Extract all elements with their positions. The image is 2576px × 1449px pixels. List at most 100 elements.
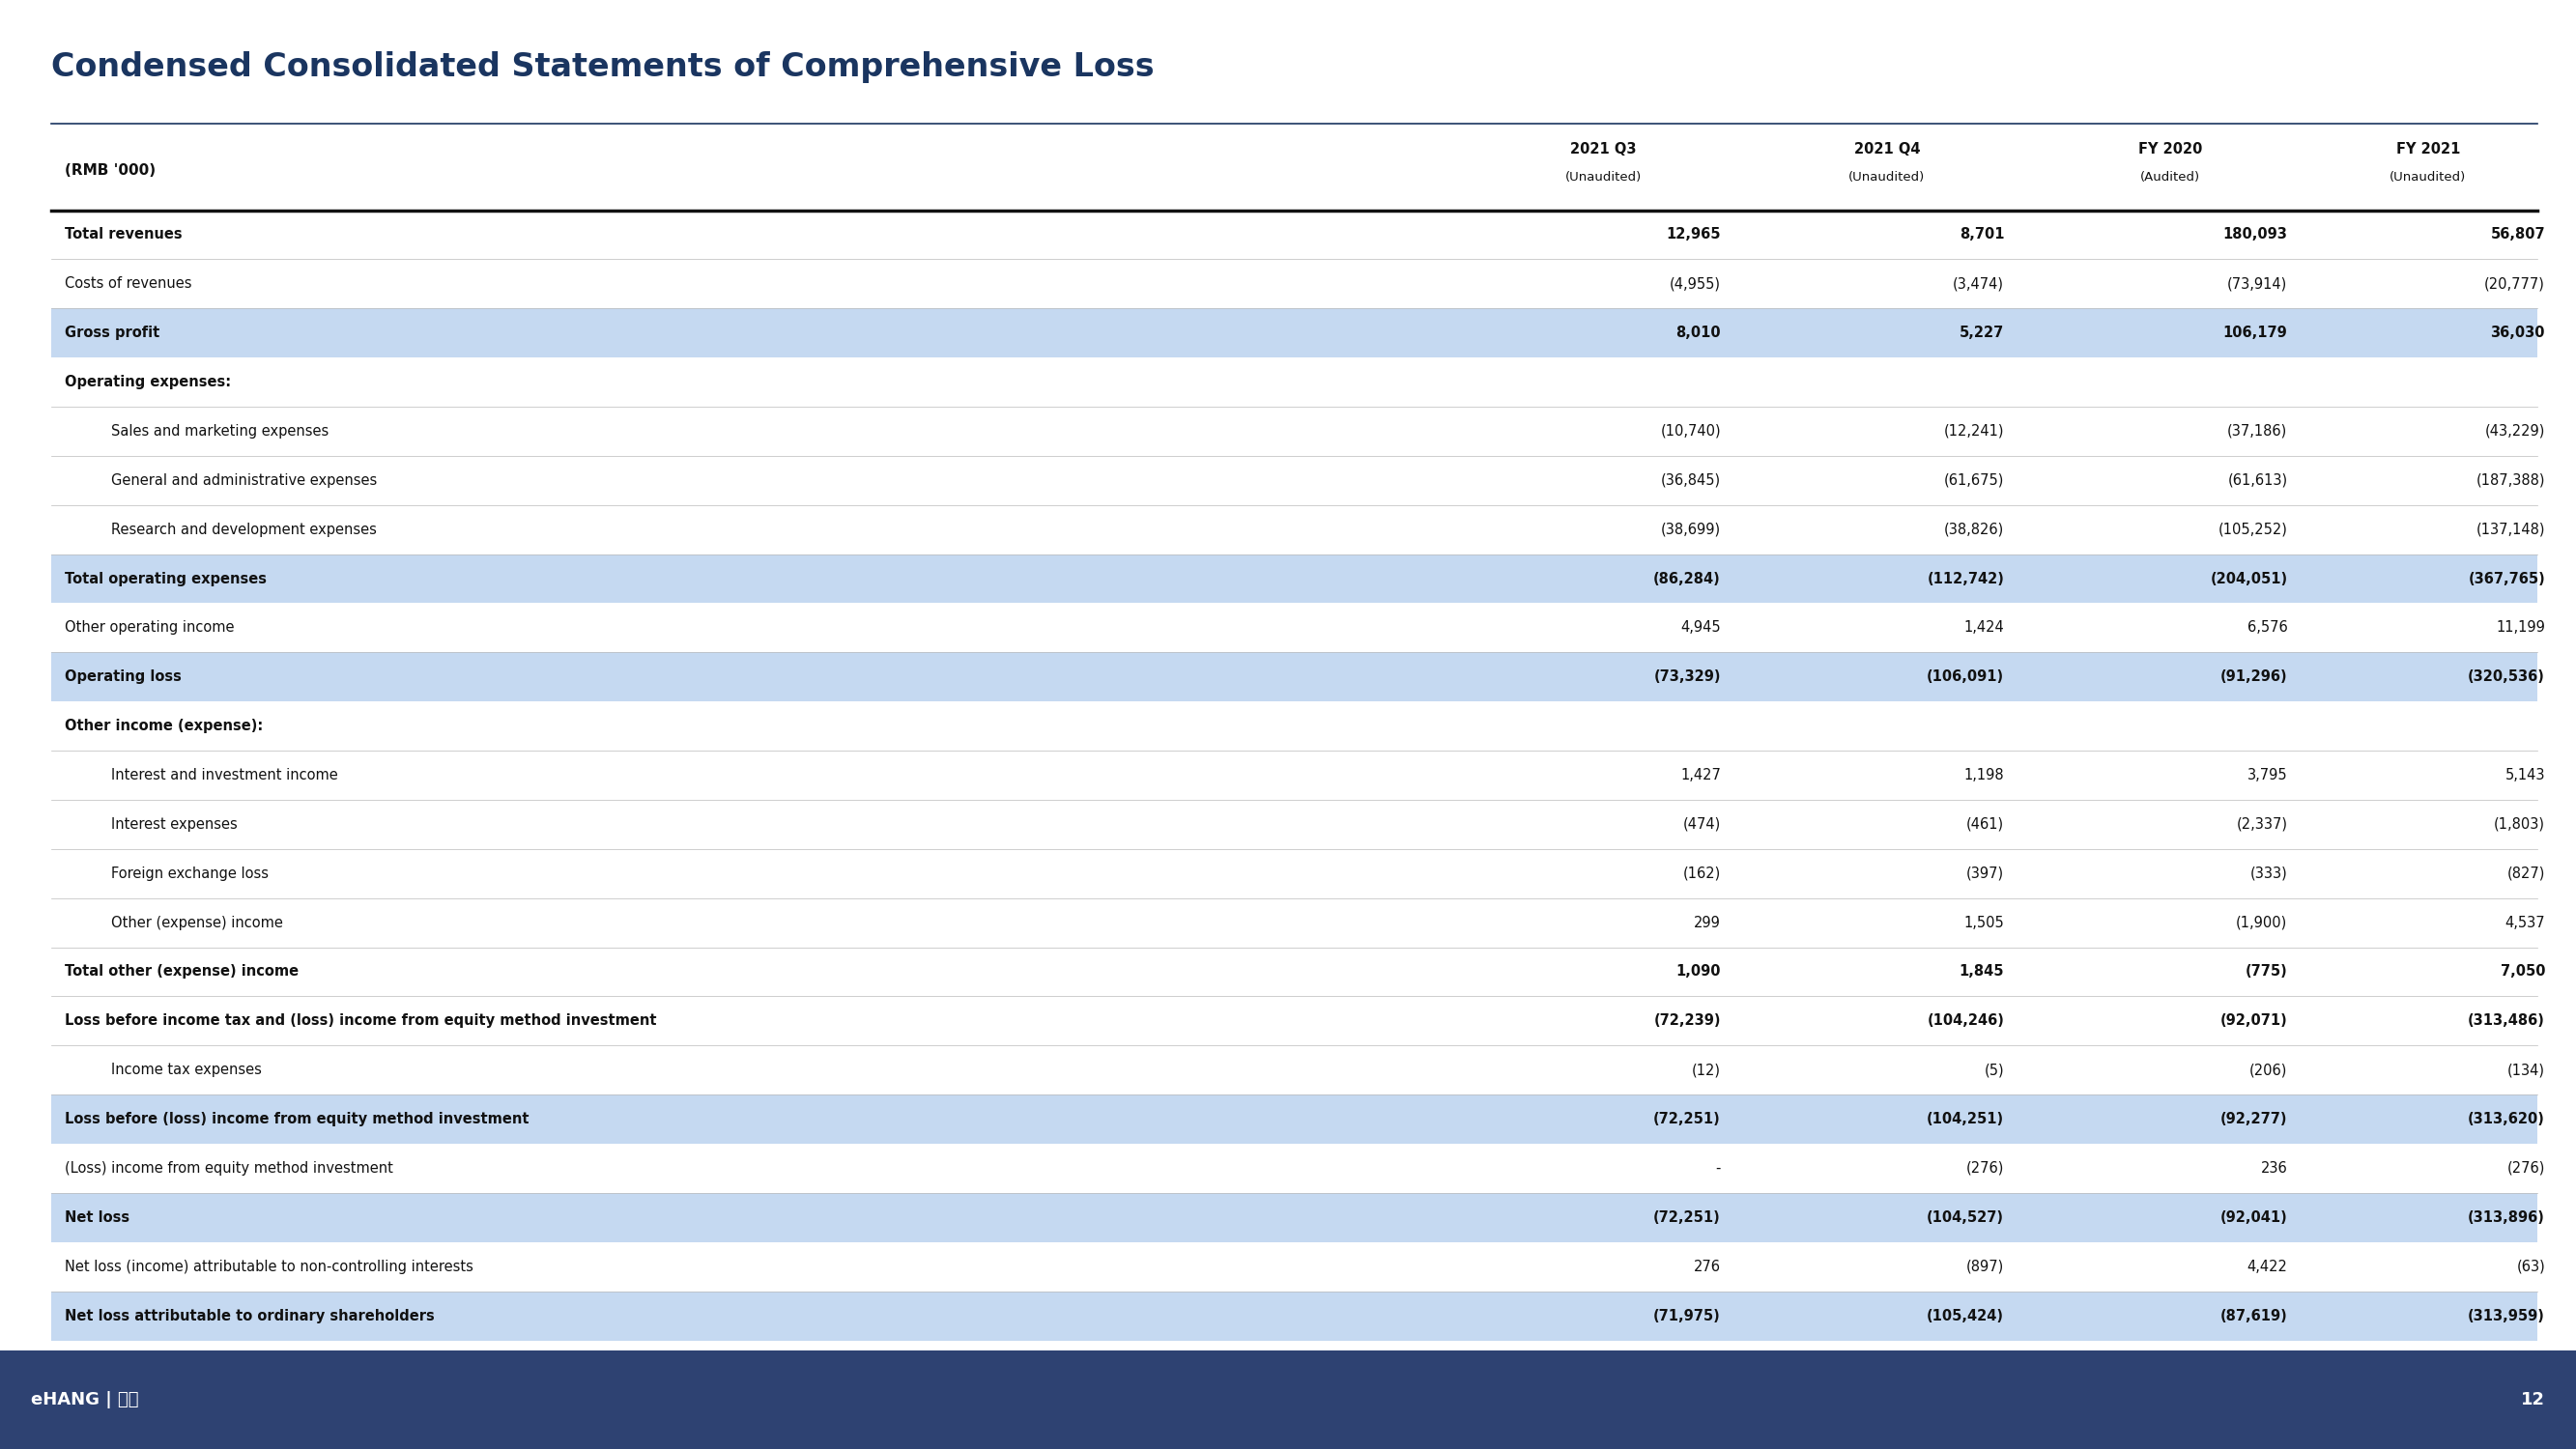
Text: (Loss) income from equity method investment: (Loss) income from equity method investm… [64, 1161, 392, 1175]
Text: 11,199: 11,199 [2496, 620, 2545, 635]
Text: 1,090: 1,090 [1677, 965, 1721, 980]
Text: Other operating income: Other operating income [64, 620, 234, 635]
Text: Income tax expenses: Income tax expenses [111, 1062, 260, 1077]
Text: 4,422: 4,422 [2246, 1259, 2287, 1274]
Text: 1,198: 1,198 [1963, 768, 2004, 782]
Text: (313,620): (313,620) [2468, 1111, 2545, 1126]
Text: 1,424: 1,424 [1963, 620, 2004, 635]
Text: (106,091): (106,091) [1927, 669, 2004, 684]
Text: Total revenues: Total revenues [64, 227, 183, 242]
Text: (313,896): (313,896) [2468, 1210, 2545, 1224]
Text: (320,536): (320,536) [2468, 669, 2545, 684]
Text: (5): (5) [1984, 1062, 2004, 1077]
Text: (63): (63) [2517, 1259, 2545, 1274]
Text: 1,505: 1,505 [1963, 916, 2004, 930]
Text: (43,229): (43,229) [2486, 425, 2545, 439]
Text: 1,845: 1,845 [1960, 965, 2004, 980]
Text: (187,388): (187,388) [2476, 474, 2545, 488]
Text: (RMB '000): (RMB '000) [64, 164, 155, 178]
Text: (73,329): (73,329) [1654, 669, 1721, 684]
Text: 6,576: 6,576 [2246, 620, 2287, 635]
Text: 4,537: 4,537 [2504, 916, 2545, 930]
Text: (4,955): (4,955) [1669, 277, 1721, 291]
Text: Operating expenses:: Operating expenses: [64, 375, 232, 390]
Text: Operating loss: Operating loss [64, 669, 180, 684]
Text: (92,041): (92,041) [2221, 1210, 2287, 1224]
Text: -: - [1716, 1161, 1721, 1175]
Text: (134): (134) [2506, 1062, 2545, 1077]
Text: (104,246): (104,246) [1927, 1014, 2004, 1029]
Text: (61,613): (61,613) [2228, 474, 2287, 488]
Text: (276): (276) [2506, 1161, 2545, 1175]
Bar [52, 554, 2537, 603]
Text: (61,675): (61,675) [1945, 474, 2004, 488]
Text: (72,251): (72,251) [1654, 1111, 1721, 1126]
Text: (92,071): (92,071) [2221, 1014, 2287, 1029]
Text: Other income (expense):: Other income (expense): [64, 719, 263, 733]
Text: 180,093: 180,093 [2223, 227, 2287, 242]
Text: (12,241): (12,241) [1945, 425, 2004, 439]
Text: 5,143: 5,143 [2504, 768, 2545, 782]
Text: 7,050: 7,050 [2501, 965, 2545, 980]
Text: 12: 12 [2522, 1391, 2545, 1408]
Text: (Unaudited): (Unaudited) [2391, 171, 2465, 184]
Text: FY 2021: FY 2021 [2396, 142, 2460, 156]
Text: 276: 276 [1692, 1259, 1721, 1274]
Text: 2021 Q3: 2021 Q3 [1571, 142, 1636, 156]
Text: (112,742): (112,742) [1927, 571, 2004, 585]
Text: Research and development expenses: Research and development expenses [111, 522, 376, 536]
Text: (37,186): (37,186) [2228, 425, 2287, 439]
Bar [52, 1291, 2537, 1340]
Text: (204,051): (204,051) [2210, 571, 2287, 585]
Text: (Unaudited): (Unaudited) [1566, 171, 1641, 184]
Text: (162): (162) [1682, 867, 1721, 881]
Text: (105,424): (105,424) [1927, 1308, 2004, 1323]
Text: (72,239): (72,239) [1654, 1014, 1721, 1029]
Text: Condensed Consolidated Statements of Comprehensive Loss: Condensed Consolidated Statements of Com… [52, 51, 1154, 83]
Text: 4,945: 4,945 [1680, 620, 1721, 635]
Text: (87,619): (87,619) [2221, 1308, 2287, 1323]
Text: (10,740): (10,740) [1662, 425, 1721, 439]
Bar [52, 1193, 2537, 1242]
Text: (71,975): (71,975) [1654, 1308, 1721, 1323]
Text: (313,486): (313,486) [2468, 1014, 2545, 1029]
Text: Interest and investment income: Interest and investment income [111, 768, 337, 782]
Text: Sales and marketing expenses: Sales and marketing expenses [111, 425, 327, 439]
Text: 5,227: 5,227 [1960, 326, 2004, 341]
Text: 36,030: 36,030 [2491, 326, 2545, 341]
Text: (73,914): (73,914) [2228, 277, 2287, 291]
Bar [52, 652, 2537, 701]
Text: Gross profit: Gross profit [64, 326, 160, 341]
Text: Loss before (loss) income from equity method investment: Loss before (loss) income from equity me… [64, 1111, 528, 1126]
Text: 2021 Q4: 2021 Q4 [1855, 142, 1919, 156]
Text: 236: 236 [2262, 1161, 2287, 1175]
Bar [52, 1094, 2537, 1143]
Text: Interest expenses: Interest expenses [111, 817, 237, 832]
Bar [0, 1350, 2576, 1449]
Text: 3,795: 3,795 [2246, 768, 2287, 782]
Text: (104,251): (104,251) [1927, 1111, 2004, 1126]
Text: (206): (206) [2249, 1062, 2287, 1077]
Text: (1,900): (1,900) [2236, 916, 2287, 930]
Text: (12): (12) [1692, 1062, 1721, 1077]
Text: Net loss (income) attributable to non-controlling interests: Net loss (income) attributable to non-co… [64, 1259, 474, 1274]
Text: (86,284): (86,284) [1654, 571, 1721, 585]
Text: (474): (474) [1682, 817, 1721, 832]
Text: (91,296): (91,296) [2221, 669, 2287, 684]
Text: (137,148): (137,148) [2476, 522, 2545, 536]
Text: Net loss: Net loss [64, 1210, 129, 1224]
Text: (Audited): (Audited) [2141, 171, 2200, 184]
Text: (367,765): (367,765) [2468, 571, 2545, 585]
Text: Loss before income tax and (loss) income from equity method investment: Loss before income tax and (loss) income… [64, 1014, 657, 1029]
Text: (72,251): (72,251) [1654, 1210, 1721, 1224]
Text: 56,807: 56,807 [2491, 227, 2545, 242]
Text: 8,010: 8,010 [1677, 326, 1721, 341]
Text: 1,427: 1,427 [1680, 768, 1721, 782]
Text: (105,252): (105,252) [2218, 522, 2287, 536]
Text: (38,826): (38,826) [1945, 522, 2004, 536]
Text: (1,803): (1,803) [2494, 817, 2545, 832]
Text: (20,777): (20,777) [2483, 277, 2545, 291]
Text: 12,965: 12,965 [1667, 227, 1721, 242]
Text: (775): (775) [2246, 965, 2287, 980]
Text: Total operating expenses: Total operating expenses [64, 571, 265, 585]
